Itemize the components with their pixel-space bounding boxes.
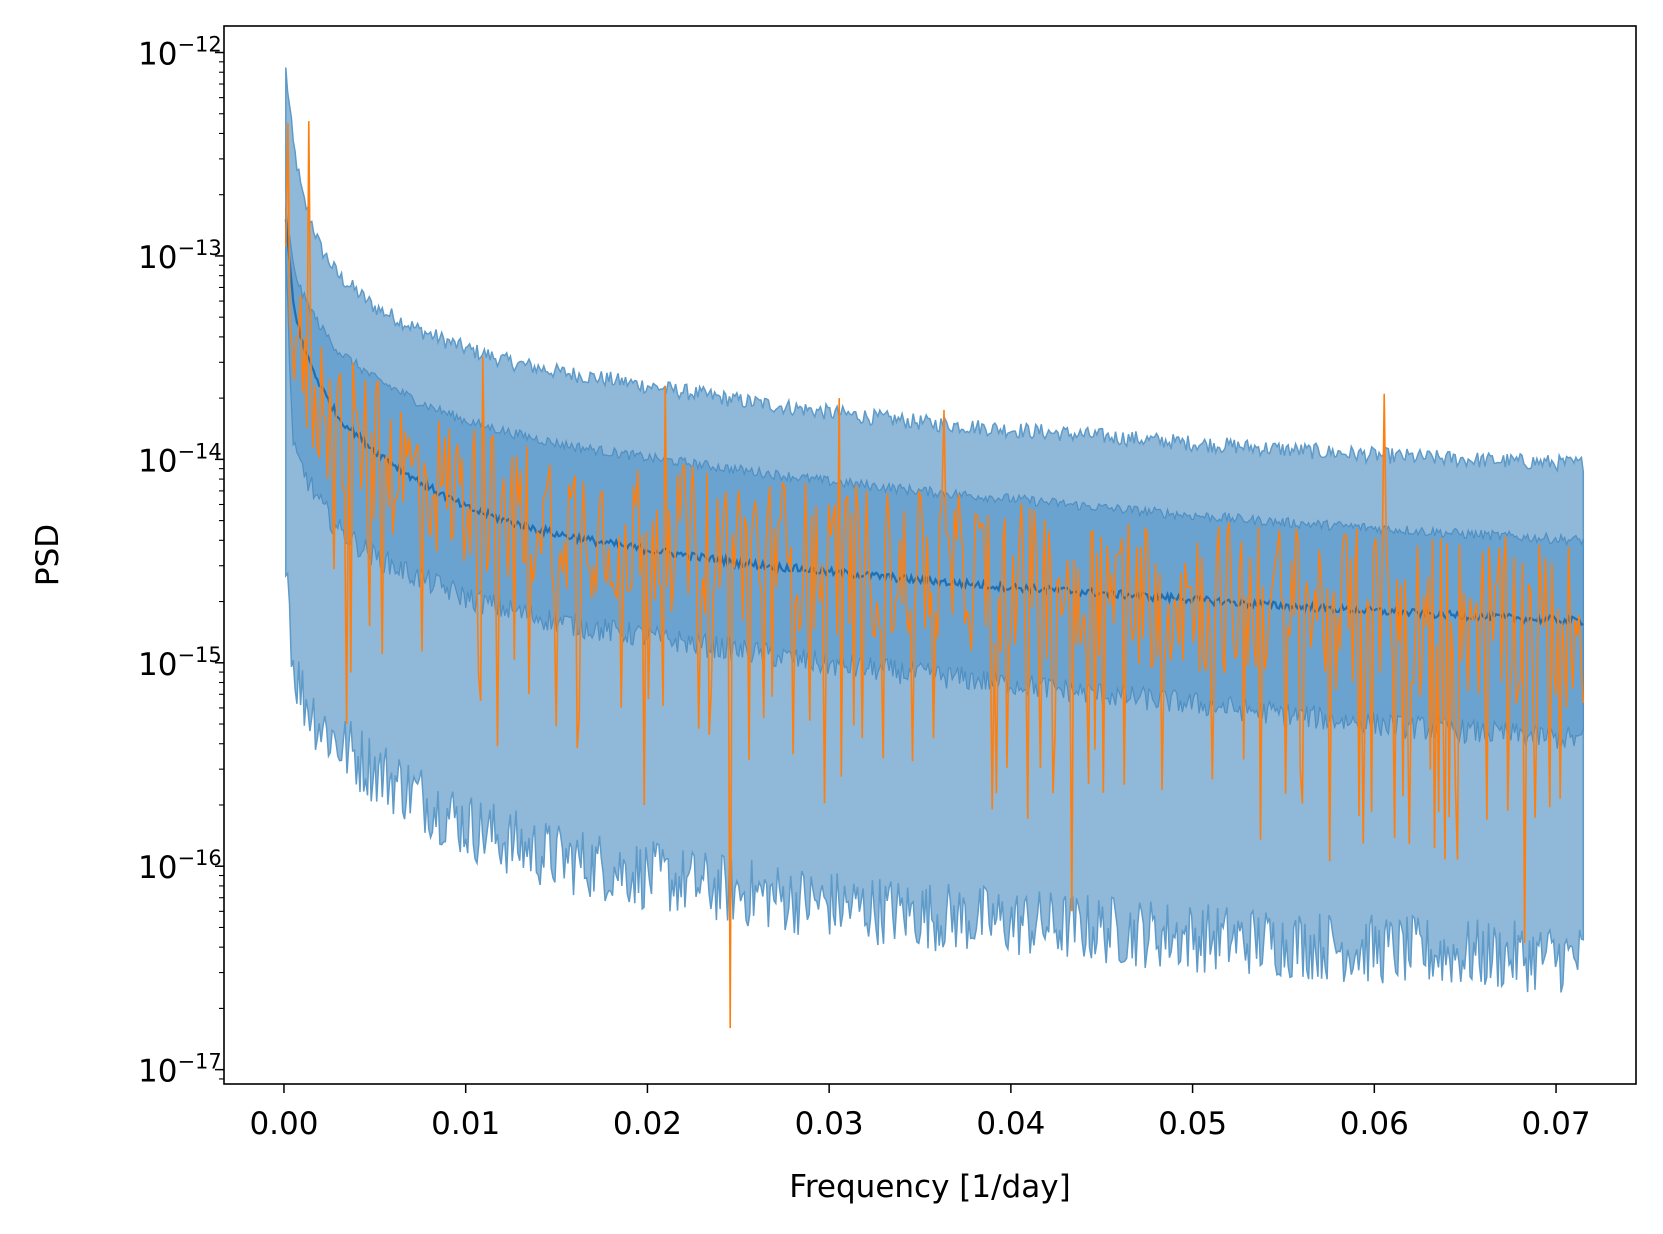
observed-line	[285, 121, 1585, 1029]
y-axis-label: PSD	[30, 524, 66, 586]
x-tick-label: 0.00	[249, 1106, 318, 1142]
y-tick-label: 10−13	[138, 236, 222, 276]
x-tick-label: 0.01	[431, 1106, 500, 1142]
y-tick-label: 10−17	[138, 1050, 222, 1090]
x-tick-label: 0.07	[1522, 1106, 1591, 1142]
x-tick-label: 0.03	[795, 1106, 864, 1142]
x-tick-label: 0.02	[613, 1106, 682, 1142]
y-tick-label: 10−15	[138, 643, 222, 683]
x-tick-label: 0.04	[976, 1106, 1045, 1142]
y-tick-label: 10−16	[138, 846, 222, 886]
chart-marks	[284, 67, 1585, 1029]
x-axis-label: Frequency [1/day]	[789, 1169, 1070, 1205]
y-axis-ticks: 10−17 10−16 10−15 10−14 10−13 10−12	[138, 33, 224, 1090]
y-tick-label: 10−12	[138, 33, 222, 73]
x-tick-label: 0.05	[1158, 1106, 1227, 1142]
y-tick-label: 10−14	[138, 439, 222, 479]
x-axis-ticks: 0.00 0.01 0.02 0.03 0.04 0.05 0.06 0.07	[249, 1084, 1591, 1142]
axes-frame	[223, 25, 1637, 1085]
x-tick-label: 0.06	[1340, 1106, 1409, 1142]
